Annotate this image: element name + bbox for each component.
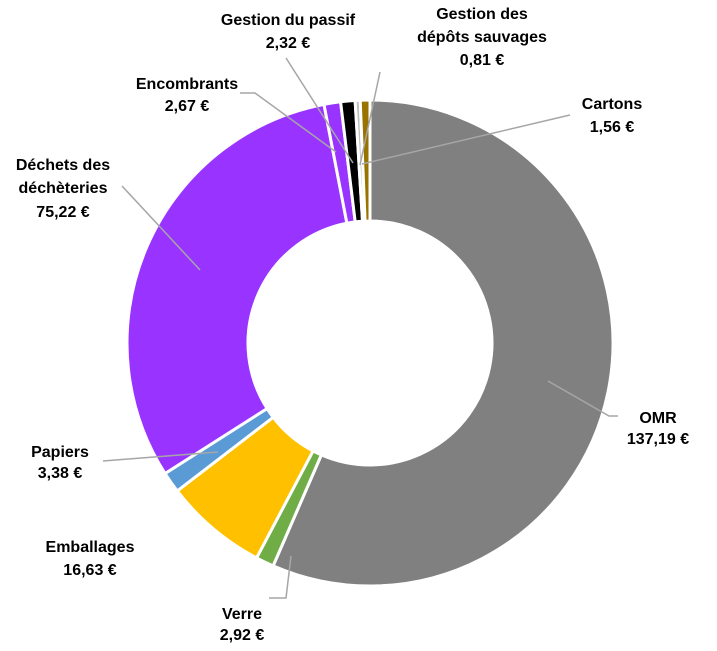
label-cartons: Cartons 1,56 € <box>582 96 643 136</box>
label-depots-name-line2: dépôts sauvages <box>417 29 547 46</box>
label-omr-name: OMR <box>639 410 677 427</box>
slice-d-chets-des-d-ch-teries <box>125 102 349 476</box>
label-emballages-value: 16,63 € <box>63 562 116 579</box>
label-omr-value: 137,19 € <box>627 431 689 448</box>
leader-lines <box>102 57 618 599</box>
leader-cartons <box>361 114 571 165</box>
label-emballages-name: Emballages <box>46 539 135 556</box>
label-depots-name-line1: Gestion des <box>436 6 528 23</box>
donut-slices <box>125 98 615 588</box>
leader-encombrants <box>240 92 337 153</box>
label-encombrants-value: 2,67 € <box>165 98 210 115</box>
label-papiers-name: Papiers <box>31 444 89 461</box>
label-omr: OMR 137,19 € <box>627 410 689 448</box>
leader-dechets <box>121 185 201 271</box>
label-verre-value: 2,92 € <box>220 627 265 644</box>
label-verre-name: Verre <box>222 606 262 623</box>
label-papiers-value: 3,38 € <box>38 465 83 482</box>
label-depots-value: 0,81 € <box>460 52 505 69</box>
leader-papiers <box>102 451 219 462</box>
label-dechets-value: 75,22 € <box>36 204 89 221</box>
label-encombrants-name: Encombrants <box>136 76 238 93</box>
leader-depots <box>359 71 381 166</box>
label-cartons-value: 1,56 € <box>590 119 635 136</box>
label-passif-value: 2,32 € <box>266 35 311 52</box>
label-cartons-name: Cartons <box>582 96 643 113</box>
leader-omr <box>547 380 618 417</box>
label-depots: Gestion des dépôts sauvages 0,81 € <box>417 6 547 69</box>
label-dechets-name-line2: déchèteries <box>19 180 108 197</box>
label-verre: Verre 2,92 € <box>220 606 265 644</box>
slice-omr <box>271 98 615 588</box>
label-papiers: Papiers 3,38 € <box>31 444 89 482</box>
label-emballages: Emballages 16,63 € <box>46 539 135 579</box>
leader-passif <box>285 57 354 164</box>
label-passif: Gestion du passif 2,32 € <box>221 12 356 52</box>
label-dechets: Déchets des déchèteries 75,22 € <box>16 157 110 221</box>
label-encombrants: Encombrants 2,67 € <box>136 76 238 115</box>
label-passif-name: Gestion du passif <box>221 12 356 29</box>
leader-verre <box>269 555 292 599</box>
label-dechets-name-line1: Déchets des <box>16 157 110 174</box>
